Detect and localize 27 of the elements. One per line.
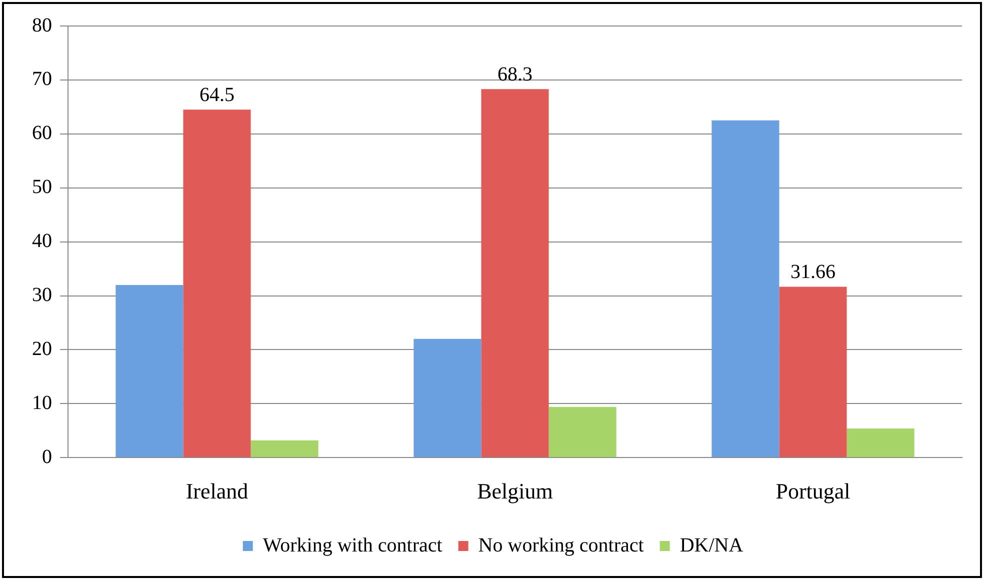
y-tick-label: 80 — [32, 14, 52, 36]
legend-label: Working with contract — [262, 534, 443, 556]
bar — [548, 406, 616, 458]
data-label: 64.5 — [200, 84, 234, 106]
data-label: 68.3 — [498, 63, 532, 86]
data-label: 31.66 — [790, 261, 836, 284]
bar — [414, 338, 482, 458]
bar — [116, 284, 184, 458]
legend-label: No working contract — [478, 534, 644, 556]
x-tick-label: Ireland — [186, 478, 248, 504]
y-tick-label: 40 — [32, 230, 52, 252]
y-tick-label: 0 — [42, 446, 52, 468]
bar — [846, 428, 914, 458]
y-tick-label: 50 — [32, 176, 52, 198]
y-tick-label: 60 — [32, 122, 52, 144]
y-tick-label: 20 — [32, 338, 52, 360]
x-tick-label: Belgium — [477, 478, 553, 504]
bar — [250, 440, 318, 458]
y-tick-label: 30 — [32, 284, 52, 306]
bar — [712, 120, 780, 458]
bar — [779, 286, 847, 458]
bar — [183, 110, 251, 458]
y-tick-label: 10 — [32, 392, 52, 414]
x-tick-label: Portugal — [776, 478, 850, 504]
y-tick-label: 70 — [32, 68, 52, 90]
legend-label: DK/NA — [680, 534, 744, 556]
bar — [481, 89, 549, 458]
